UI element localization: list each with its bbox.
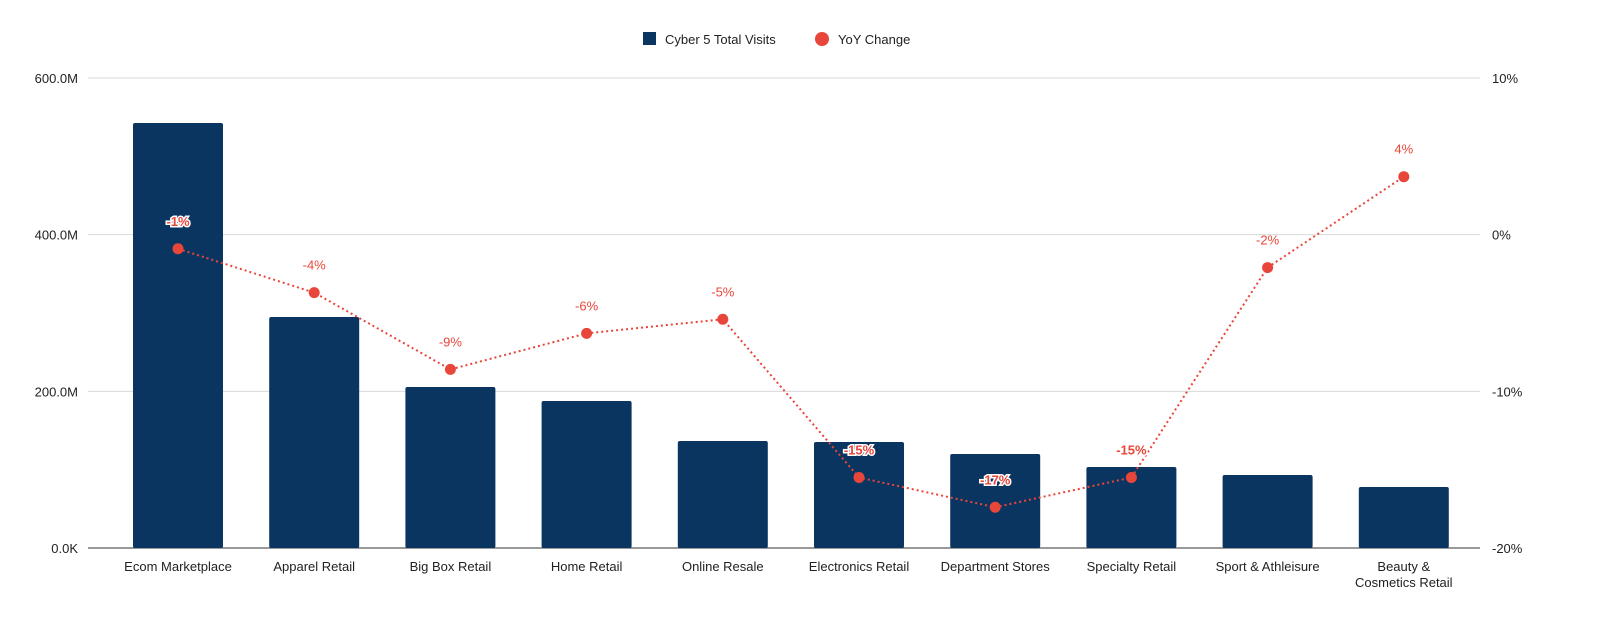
left-axis-tick: 200.0M — [35, 384, 78, 399]
yoy-point — [581, 327, 593, 339]
yoy-point — [308, 287, 320, 299]
yoy-data-label: -2% — [1256, 233, 1280, 248]
bar — [1222, 474, 1313, 548]
yoy-point — [853, 472, 865, 483]
x-axis-label: Specialty Retail — [1087, 559, 1177, 574]
x-axis-label: Department Stores — [941, 559, 1051, 574]
legend-swatch-yoy — [815, 32, 829, 46]
bar — [950, 454, 1041, 548]
legend-label-yoy: YoY Change — [838, 32, 910, 47]
x-axis-label: Online Resale — [682, 559, 764, 574]
bar — [814, 442, 904, 548]
yoy-point — [1125, 472, 1137, 483]
x-axis-label: Apparel Retail — [273, 559, 355, 574]
left-axis-tick: 0.0K — [51, 541, 78, 556]
yoy-data-label: -5% — [711, 284, 735, 299]
yoy-point — [444, 363, 456, 375]
yoy-point — [717, 313, 729, 325]
legend-swatch-visits — [643, 32, 656, 45]
yoy-data-label: -15% — [1116, 443, 1147, 458]
x-axis-label: Sport & Athleisure — [1216, 559, 1320, 574]
bar — [405, 387, 496, 548]
bar — [677, 440, 768, 548]
bar — [269, 316, 360, 548]
bar — [541, 400, 632, 548]
legend-label-visits: Cyber 5 Total Visits — [665, 32, 776, 47]
yoy-line — [177, 175, 1405, 509]
yoy-data-label: -17% — [980, 472, 1011, 487]
yoy-data-label: -4% — [303, 258, 327, 273]
right-axis-tick: -20% — [1492, 541, 1523, 556]
yoy-point — [1398, 171, 1410, 183]
x-axis-label: Ecom Marketplace — [124, 559, 232, 574]
right-axis-tick: -10% — [1492, 384, 1523, 399]
yoy-point — [1262, 262, 1274, 274]
bar — [133, 122, 223, 549]
yoy-data-label: -9% — [439, 334, 463, 349]
yoy-point — [989, 501, 1001, 513]
x-axis-label: Electronics Retail — [809, 559, 910, 574]
bar — [1358, 486, 1449, 548]
bar — [1086, 467, 1177, 548]
right-axis-tick: 10% — [1492, 71, 1518, 86]
yoy-data-label: -1% — [166, 214, 190, 229]
left-axis-tick: 600.0M — [35, 71, 78, 86]
yoy-data-label: -6% — [575, 298, 599, 313]
x-axis-label: Home Retail — [551, 559, 623, 574]
right-axis-tick: 0% — [1492, 228, 1511, 243]
yoy-data-label: -15% — [844, 443, 875, 458]
yoy-data-label: 4% — [1394, 142, 1413, 157]
x-axis-label: Big Box Retail — [410, 559, 492, 574]
x-axis-label: Beauty & Cosmetics Retail — [1355, 559, 1453, 590]
left-axis-tick: 400.0M — [35, 228, 78, 243]
yoy-point — [172, 243, 184, 255]
